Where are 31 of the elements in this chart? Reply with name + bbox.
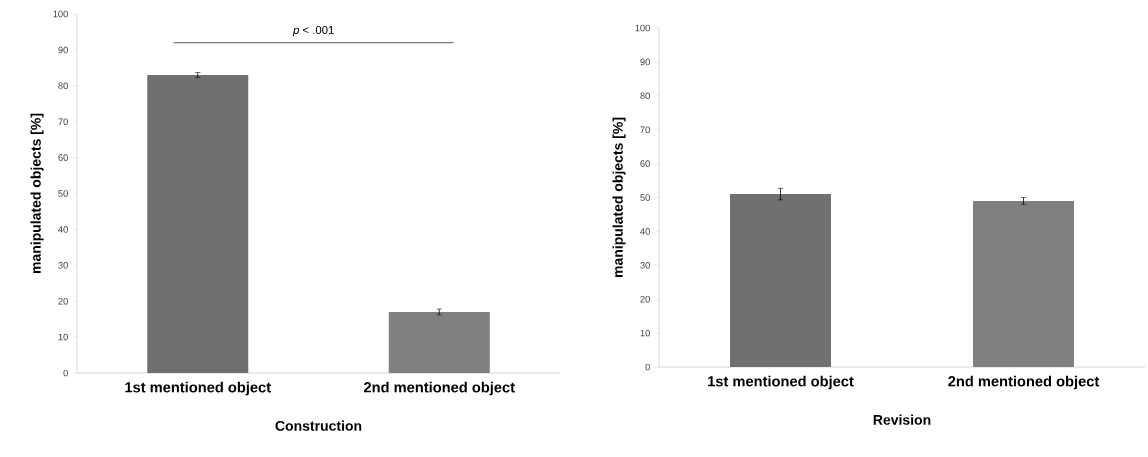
- y-tick-label: 50: [640, 194, 650, 201]
- y-tick-label: 80: [58, 82, 68, 90]
- y-tick-label: 30: [58, 262, 68, 269]
- y-tick-label: 30: [640, 262, 650, 269]
- x-axis-title: Construction: [275, 420, 362, 431]
- y-tick-label: 80: [640, 92, 650, 100]
- y-tick-label: 70: [58, 118, 68, 125]
- x-axis-title: Revision: [873, 414, 931, 425]
- y-axis-title: manipulated objects [%]: [30, 113, 44, 274]
- y-tick-label: 100: [53, 10, 68, 18]
- y-tick-label: 90: [640, 58, 650, 66]
- y-tick-label: 50: [58, 190, 68, 197]
- y-tick-label: 90: [58, 46, 68, 54]
- y-tick-label: 40: [58, 226, 68, 233]
- y-tick-label: 70: [640, 126, 650, 133]
- y-tick-label: 0: [645, 363, 650, 371]
- y-tick-label: 10: [640, 329, 650, 337]
- x-tick-label: 2nd mentioned object: [363, 381, 515, 396]
- y-tick-label: 20: [58, 297, 68, 305]
- y-tick-label: 40: [640, 228, 650, 235]
- y-tick-label: 0: [63, 369, 68, 377]
- y-tick-label: 60: [640, 160, 650, 167]
- x-tick-label: 1st mentioned object: [125, 381, 271, 396]
- x-tick-label: 1st mentioned object: [708, 375, 854, 390]
- annotation: p < .001: [292, 25, 334, 37]
- y-tick-label: 10: [58, 333, 68, 341]
- x-tick-label: 2nd mentioned object: [948, 375, 1100, 390]
- y-axis-title: manipulated objects [%]: [612, 117, 626, 278]
- y-tick-label: 60: [58, 154, 68, 161]
- y-tick-label: 100: [635, 24, 650, 32]
- y-tick-label: 20: [640, 295, 650, 303]
